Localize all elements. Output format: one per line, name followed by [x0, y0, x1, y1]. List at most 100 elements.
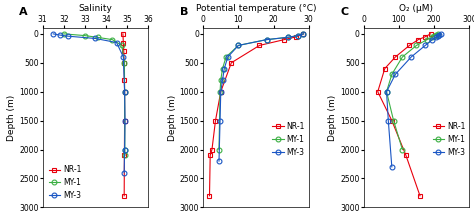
MY-1	[122, 148, 128, 151]
Line: MY-3: MY-3	[51, 32, 128, 175]
MY-3	[408, 56, 414, 58]
MY-1	[389, 73, 395, 76]
MY-1	[121, 62, 127, 64]
MY-3	[122, 91, 128, 93]
MY-1	[285, 36, 291, 39]
MY-3	[216, 160, 222, 162]
NR-1	[209, 148, 215, 151]
NR-1	[120, 41, 126, 44]
NR-1	[122, 91, 128, 93]
NR-1	[121, 79, 127, 81]
Line: MY-3: MY-3	[217, 32, 306, 164]
MY-1	[122, 91, 128, 93]
MY-3	[385, 119, 391, 122]
MY-3	[92, 37, 98, 40]
Legend: NR-1, MY-1, MY-3: NR-1, MY-1, MY-3	[271, 120, 307, 158]
MY-3	[392, 73, 398, 76]
MY-3	[264, 38, 269, 41]
MY-1	[82, 34, 88, 37]
MY-1	[424, 38, 430, 41]
MY-1	[435, 33, 440, 35]
NR-1	[417, 194, 423, 197]
MY-3	[114, 41, 119, 44]
MY-1	[219, 67, 225, 70]
NR-1	[121, 194, 127, 197]
Text: C: C	[340, 6, 348, 17]
MY-3	[438, 33, 444, 35]
Title: O₂ (μM): O₂ (μM)	[400, 4, 433, 13]
MY-3	[285, 36, 291, 39]
MY-3	[295, 34, 301, 37]
MY-3	[65, 35, 71, 37]
NR-1	[228, 62, 234, 64]
MY-1	[122, 154, 128, 157]
MY-3	[121, 171, 127, 174]
NR-1	[389, 119, 395, 122]
MY-1	[217, 91, 223, 93]
MY-3	[221, 67, 227, 70]
MY-1	[216, 148, 222, 151]
NR-1	[382, 67, 388, 70]
MY-1	[431, 35, 437, 37]
MY-1	[383, 91, 389, 93]
Y-axis label: Depth (m): Depth (m)	[7, 95, 16, 141]
Title: Potential temperature (°C): Potential temperature (°C)	[196, 4, 316, 13]
MY-3	[422, 44, 428, 47]
Line: MY-1: MY-1	[217, 32, 306, 152]
MY-3	[236, 44, 241, 47]
NR-1	[428, 33, 433, 35]
MY-3	[437, 34, 442, 36]
Line: MY-1: MY-1	[384, 32, 440, 152]
MY-3	[435, 35, 440, 37]
MY-3	[383, 91, 389, 93]
NR-1	[121, 154, 127, 157]
NR-1	[392, 56, 398, 58]
Y-axis label: Depth (m): Depth (m)	[328, 95, 337, 141]
NR-1	[218, 91, 224, 93]
MY-1	[236, 44, 241, 47]
MY-3	[57, 34, 63, 36]
NR-1	[207, 194, 212, 197]
MY-1	[414, 44, 419, 47]
MY-1	[391, 119, 396, 122]
MY-1	[95, 36, 100, 39]
NR-1	[281, 38, 287, 41]
Line: NR-1: NR-1	[207, 32, 306, 198]
Line: MY-1: MY-1	[61, 32, 128, 158]
NR-1	[403, 154, 409, 157]
NR-1	[122, 119, 128, 122]
Text: B: B	[180, 6, 188, 17]
MY-1	[223, 56, 229, 58]
NR-1	[375, 91, 381, 93]
MY-1	[218, 79, 224, 81]
NR-1	[293, 35, 299, 38]
MY-3	[218, 91, 224, 93]
MY-3	[217, 119, 223, 122]
MY-1	[433, 34, 438, 36]
NR-1	[120, 33, 126, 35]
MY-1	[400, 56, 405, 58]
MY-1	[301, 33, 306, 35]
MY-3	[219, 79, 225, 81]
Line: NR-1: NR-1	[120, 32, 127, 198]
Legend: NR-1, MY-1, MY-3: NR-1, MY-1, MY-3	[47, 164, 83, 202]
MY-3	[225, 56, 231, 58]
NR-1	[121, 62, 127, 64]
NR-1	[207, 154, 213, 157]
Line: NR-1: NR-1	[375, 32, 433, 198]
Title: Salinity: Salinity	[79, 4, 112, 13]
NR-1	[415, 38, 421, 41]
MY-3	[120, 56, 126, 58]
NR-1	[213, 119, 219, 122]
Line: MY-3: MY-3	[384, 32, 444, 169]
Legend: NR-1, MY-1, MY-3: NR-1, MY-1, MY-3	[431, 120, 467, 158]
Text: A: A	[19, 6, 28, 17]
MY-1	[61, 33, 67, 35]
MY-3	[433, 36, 438, 39]
MY-3	[429, 38, 435, 41]
MY-1	[400, 148, 405, 151]
NR-1	[121, 50, 127, 52]
MY-3	[301, 33, 306, 35]
MY-1	[119, 44, 125, 47]
NR-1	[301, 33, 306, 35]
